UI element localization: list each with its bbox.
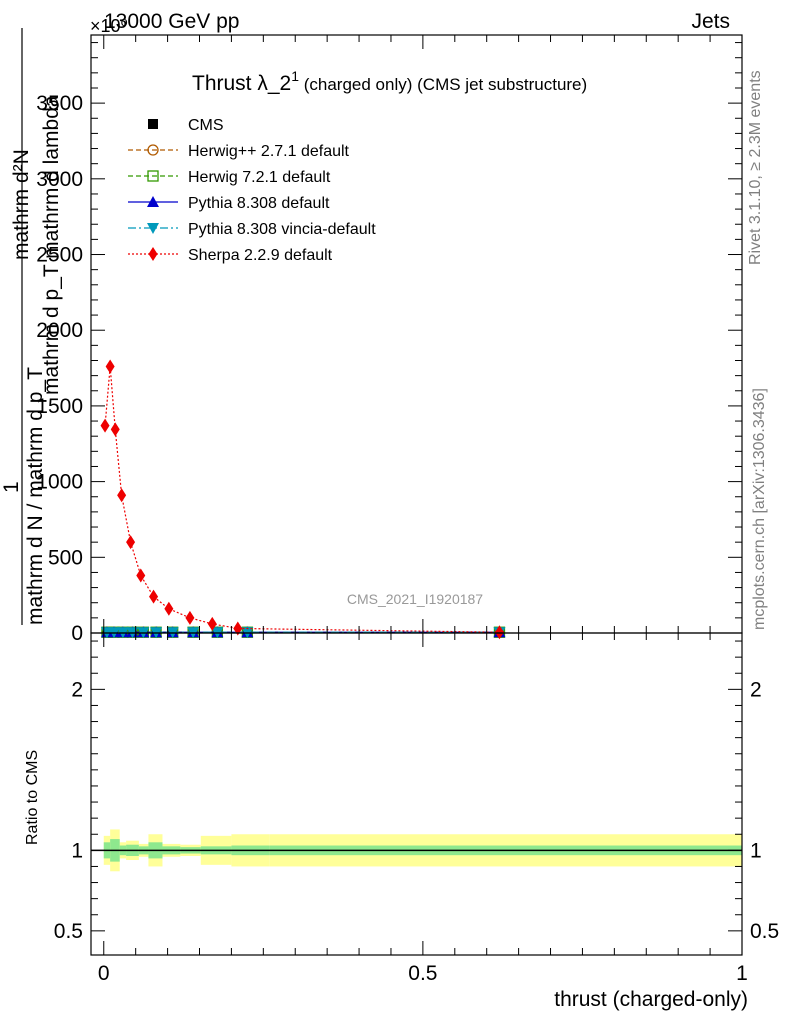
x-tick-label: 0 [98,962,110,985]
legend-label: Sherpa 2.2.9 default [188,247,333,264]
y-tick-label: 0 [71,622,83,645]
y-label-mid: mathrm d p_T mathrm d lambda [40,95,63,395]
rivet-label: Rivet 3.1.10, ≥ 2.3M events [747,70,764,265]
x-tick-label: 0.5 [408,962,437,985]
data-point [126,535,136,550]
y-tick-label: 3500 [36,92,83,115]
main-plot-data [100,359,506,640]
category-label: Jets [691,10,730,33]
legend-entry: CMS [148,117,224,134]
data-point [100,418,110,433]
ratio-y-tick-label: 1 [71,839,83,862]
data-point [105,359,115,374]
ratio-y-tick-label-right: 1 [750,839,762,862]
legend-label: Pythia 8.308 default [188,195,330,212]
legend-entry: Herwig 7.2.1 default [128,169,331,186]
legend: CMS Herwig++ 2.7.1 default Herwig 7.2.1 de… [128,117,376,264]
y-tick-label: 1500 [36,395,83,418]
analysis-watermark: CMS_2021_I1920187 [347,591,483,607]
ratio-plot-data [91,829,742,872]
data-point [117,488,127,503]
legend-entry: Sherpa 2.2.9 default [128,247,333,264]
data-point [136,568,146,583]
y-tick-label: 3000 [36,168,83,191]
main-plot-panel: 0 500 1000 1500 2000 2500 3000 3500 Thrust λ_21… [36,34,743,645]
data-point [185,610,195,625]
plot-title: Thrust λ_21 (charged only) (CMS jet subs… [192,68,587,95]
legend-entry: Pythia 8.308 vincia-default [128,221,376,238]
legend-marker [147,223,159,234]
main-x-ticks [103,35,743,633]
legend-label: Herwig 7.2.1 default [188,169,331,186]
ratio-y-axis-label: Ratio to CMS [24,750,41,845]
legend-entry: Pythia 8.308 default [128,195,330,212]
legend-label: Herwig++ 2.7.1 default [188,143,350,160]
main-y-axis-label: mathrm d²N mathrm d p_T mathrm d lambda … [0,28,63,625]
legend-label: CMS [188,117,224,134]
y-tick-label: 1000 [36,471,83,494]
legend-marker [147,196,159,207]
legend-marker [147,170,159,182]
ratio-y-tick-label: 2 [71,678,83,701]
main-y-axis: 0 500 1000 1500 2000 2500 3000 3500 [36,42,742,645]
y-label-bottom: mathrm d N / mathrm d p_T [24,367,47,625]
series-5 [100,359,504,640]
ratio-y-tick-label-right: 0.5 [750,920,779,943]
y-tick-label: 2500 [36,244,83,267]
x-axis-label: thrust (charged-only) [554,988,748,1011]
y-tick-label: 500 [48,546,83,569]
ratio-x-axis: 0 0.5 1 [98,633,748,985]
mcplots-label: mcplots.cern.ch [arXiv:1306.3436] [751,388,768,630]
ratio-plot-panel: 0.5 0.51 12 2 0 0.5 1 Ratio to CMS thrust (ch… [24,632,779,1011]
energy-label: 13000 GeV pp [104,10,239,33]
ratio-y-axis: 0.5 0.5 1 1 2 2 [54,640,779,943]
legend-marker [148,247,158,261]
series-line [104,366,500,633]
data-point [494,625,504,640]
legend-label: Pythia 8.308 vincia-default [188,221,376,238]
ratio-y-tick-label-right: 2 [750,678,762,701]
data-point [164,601,174,616]
ratio-plot-frame [90,632,743,956]
legend-marker [147,144,159,156]
data-point [149,589,159,604]
data-point [110,422,120,437]
data-point [233,621,243,636]
legend-entry: Herwig++ 2.7.1 default [128,143,350,160]
multiplier-label: ×10⁰ [90,16,128,36]
data-point [207,616,217,631]
y-label-one: 1 [0,481,23,493]
legend-marker [148,119,158,129]
ratio-y-tick-label: 0.5 [54,920,83,943]
y-tick-label: 2000 [36,319,83,342]
x-tick-label: 1 [736,962,748,985]
